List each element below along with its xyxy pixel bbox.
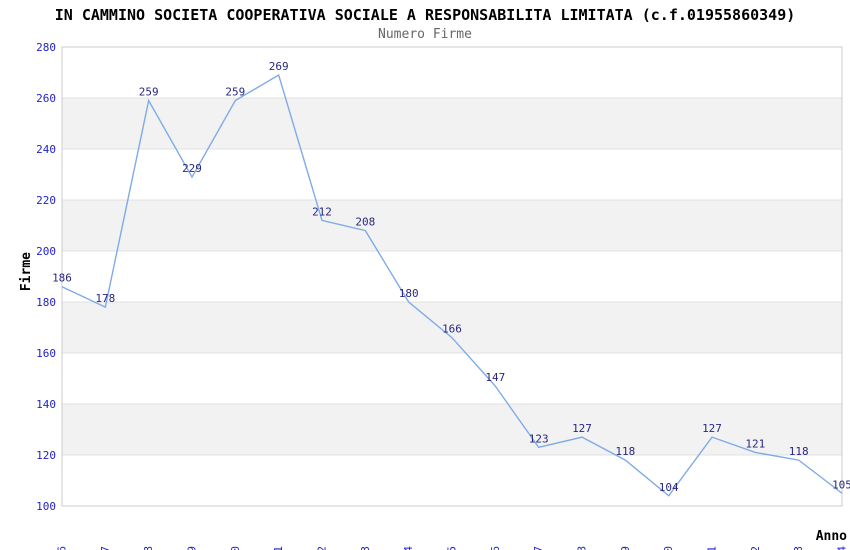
y-tick-label: 160 [36, 347, 56, 360]
x-tick-label: 2020 [662, 546, 675, 550]
data-point-label: 208 [355, 216, 375, 229]
signatures-line [61, 73, 843, 497]
y-tick-label: 180 [36, 296, 56, 309]
data-point-label: 186 [52, 272, 72, 285]
x-tick-label: 2009 [186, 546, 199, 550]
x-tick-label: 2006 [56, 546, 69, 550]
plot-border [61, 46, 843, 507]
x-tick-label: 2007 [99, 546, 112, 550]
y-tick-label: 260 [36, 92, 56, 105]
x-tick-label: 2023 [792, 546, 805, 550]
data-point-label: 180 [399, 287, 419, 300]
y-tick-label: 140 [36, 398, 56, 411]
data-point-label: 259 [139, 86, 159, 99]
data-point-label: 118 [789, 445, 809, 458]
data-point-label: 259 [225, 86, 245, 99]
x-tick-label: 2011 [272, 546, 285, 550]
y-tick-label: 100 [36, 500, 56, 513]
data-point-label: 147 [485, 371, 505, 384]
data-point-label: 123 [529, 432, 549, 445]
y-tick-label: 200 [36, 245, 56, 258]
data-point-label: 105 [832, 478, 850, 491]
x-tick-label: 2013 [359, 546, 372, 550]
x-tick-label: 2012 [316, 546, 329, 550]
plot-band [62, 98, 842, 149]
x-tick-label: 2019 [619, 546, 632, 550]
x-tick-label: 2010 [229, 546, 242, 550]
x-axis-title: Anno [815, 529, 847, 544]
x-tick-label: 2018 [576, 546, 589, 550]
chart-subtitle: Numero Firme [378, 27, 472, 42]
y-tick-label: 220 [36, 194, 56, 207]
x-tick-label: 2016 [489, 546, 502, 550]
x-tick-label: 2021 [706, 546, 719, 550]
data-point-label: 178 [95, 292, 115, 305]
x-tick-label: 2017 [532, 546, 545, 550]
data-point-label: 229 [182, 162, 202, 175]
y-tick-label: 240 [36, 143, 56, 156]
y-tick-label: 120 [36, 449, 56, 462]
y-tick-label: 280 [36, 41, 56, 54]
plot-band [62, 404, 842, 455]
plot-band [62, 200, 842, 251]
x-tick-label: 2022 [749, 546, 762, 550]
data-point-label: 127 [572, 422, 592, 435]
data-point-label: 269 [269, 60, 289, 73]
data-point-label: 166 [442, 323, 462, 336]
x-tick-label: 2008 [142, 546, 155, 550]
data-point-label: 212 [312, 205, 332, 218]
data-point-label: 127 [702, 422, 722, 435]
data-point-label: 121 [745, 437, 765, 450]
chart-title: IN CAMMINO SOCIETA COOPERATIVA SOCIALE A… [54, 6, 796, 24]
plot-band [62, 302, 842, 353]
data-point-label: 118 [615, 445, 635, 458]
data-point-label: 104 [659, 481, 679, 494]
x-tick-label: 2015 [446, 546, 459, 550]
